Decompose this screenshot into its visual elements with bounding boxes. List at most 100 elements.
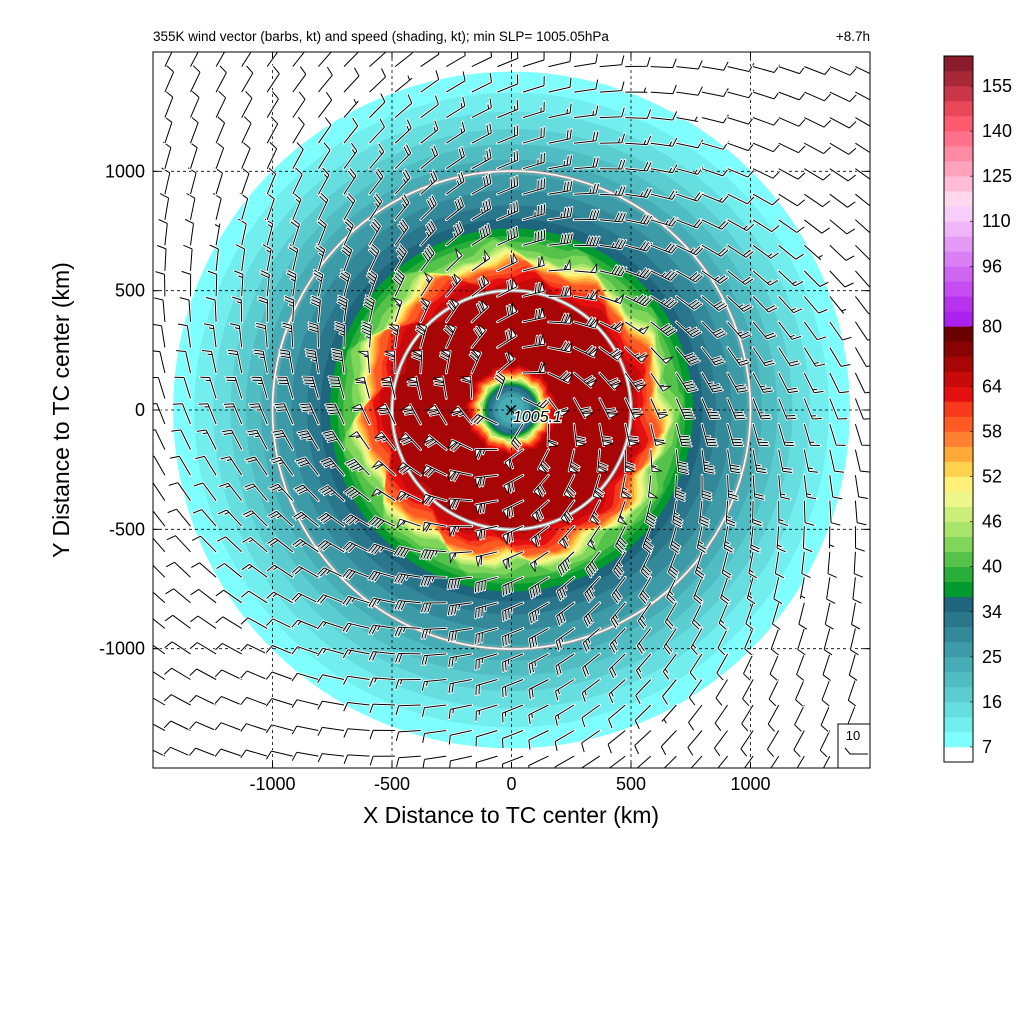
wind-barb bbox=[700, 295, 729, 312]
wind-barb bbox=[572, 130, 600, 145]
wind-barb bbox=[528, 627, 550, 650]
wind-barb bbox=[795, 652, 806, 682]
colorbar-box bbox=[944, 551, 973, 568]
wind-barb bbox=[275, 375, 295, 400]
wind-barb bbox=[153, 481, 167, 502]
wind-barb bbox=[503, 448, 525, 472]
wind-barb bbox=[529, 524, 550, 549]
y-tick-label: -500 bbox=[109, 519, 145, 539]
wind-barb bbox=[661, 678, 678, 706]
wind-barb bbox=[163, 52, 174, 68]
wind-barb bbox=[715, 652, 729, 682]
colorbar-label: 34 bbox=[982, 602, 1002, 622]
wind-barb bbox=[158, 192, 170, 222]
wind-barb bbox=[421, 678, 448, 693]
wind-barb bbox=[726, 422, 745, 448]
y-tick-label: -1000 bbox=[99, 639, 145, 659]
wind-barb bbox=[239, 722, 269, 733]
wind-barb bbox=[166, 507, 192, 528]
wind-barb bbox=[641, 524, 654, 555]
center-x-symbol: × bbox=[503, 399, 519, 421]
wind-barb bbox=[700, 473, 713, 502]
wind-barb bbox=[800, 550, 812, 579]
colorbar-label: 80 bbox=[982, 316, 1002, 336]
wind-barb bbox=[291, 90, 307, 119]
wind-barb bbox=[726, 192, 756, 206]
wind-barb bbox=[395, 729, 422, 743]
wind-barb bbox=[215, 535, 243, 554]
wind-barb bbox=[419, 194, 438, 222]
wind-barb bbox=[167, 481, 192, 502]
wind-barb bbox=[419, 244, 436, 273]
wind-barb bbox=[368, 167, 385, 196]
wind-barb bbox=[367, 623, 397, 636]
wind-barb bbox=[649, 320, 678, 337]
wind-barb bbox=[393, 168, 412, 196]
wind-barb bbox=[217, 482, 243, 502]
wind-barb bbox=[803, 244, 824, 262]
wind-barb bbox=[391, 297, 404, 324]
wind-barb bbox=[163, 64, 175, 94]
colorbar-box bbox=[944, 746, 973, 763]
x-axis-ticks: -1000 -500 0 500 1000 bbox=[249, 52, 771, 794]
wind-barb bbox=[421, 729, 448, 745]
wind-barb bbox=[649, 422, 667, 447]
wind-barb bbox=[469, 413, 499, 426]
wind-barb bbox=[795, 754, 806, 768]
wind-barb bbox=[153, 349, 167, 375]
colorbar-box bbox=[944, 716, 973, 733]
wind-barb bbox=[527, 754, 550, 768]
wind-barb bbox=[445, 120, 466, 145]
wind-barb bbox=[777, 499, 790, 527]
wind-barb bbox=[317, 116, 333, 145]
colorbar-box bbox=[944, 626, 973, 643]
wind-barb bbox=[343, 485, 371, 502]
wind-barb bbox=[547, 258, 572, 273]
wind-barb bbox=[771, 601, 782, 631]
colorbar-box bbox=[944, 431, 973, 447]
wind-barb bbox=[240, 52, 253, 68]
wind-barb bbox=[828, 371, 851, 395]
wind-barb bbox=[649, 83, 678, 96]
wind-barb bbox=[190, 534, 218, 554]
wind-barb bbox=[501, 703, 525, 724]
wind-barb bbox=[567, 448, 581, 474]
wind-barb bbox=[726, 295, 754, 313]
y-tick-label: 1000 bbox=[105, 161, 145, 181]
wind-barb bbox=[317, 52, 333, 68]
wind-barb bbox=[330, 348, 346, 375]
wind-barb bbox=[291, 538, 320, 554]
wind-barb bbox=[854, 141, 870, 155]
wind-barb bbox=[189, 52, 200, 68]
wind-barb bbox=[624, 108, 652, 120]
wind-barb bbox=[852, 550, 865, 579]
wind-barb bbox=[496, 200, 519, 222]
wind-barb bbox=[474, 678, 499, 697]
wind-barb bbox=[547, 206, 574, 222]
wind-barb bbox=[501, 652, 525, 673]
wind-barb bbox=[447, 703, 474, 721]
wind-barb bbox=[214, 588, 243, 605]
wind-barb bbox=[777, 422, 796, 447]
wind-barb bbox=[751, 167, 781, 180]
wind-barb bbox=[449, 405, 474, 426]
wind-barb bbox=[537, 448, 551, 474]
wind-barb bbox=[493, 370, 507, 400]
wind-barb bbox=[470, 147, 493, 170]
colorbar-box bbox=[944, 71, 973, 87]
wind-barb bbox=[675, 397, 696, 421]
wind-barb bbox=[448, 550, 474, 564]
wind-barb bbox=[772, 576, 784, 605]
wind-barb bbox=[610, 576, 627, 605]
wind-barb bbox=[562, 473, 577, 500]
wind-barb bbox=[396, 517, 422, 530]
wind-barb bbox=[206, 269, 219, 298]
wind-barb bbox=[803, 116, 832, 129]
wind-barb bbox=[248, 402, 269, 426]
wind-barb bbox=[826, 550, 838, 579]
wind-barb bbox=[371, 459, 397, 477]
wind-barb bbox=[188, 641, 218, 656]
wind-barb bbox=[777, 244, 806, 261]
wind-barb bbox=[474, 754, 499, 768]
wind-barb bbox=[572, 235, 601, 248]
